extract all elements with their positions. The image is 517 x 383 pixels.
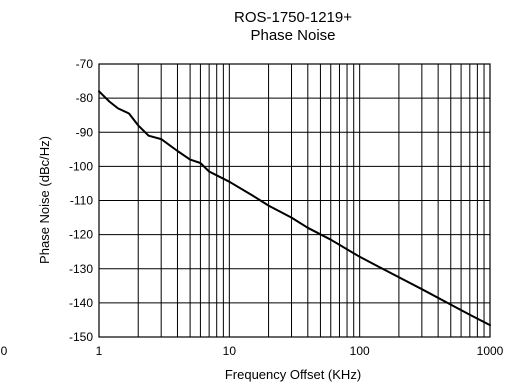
y-tick-label: -140 xyxy=(69,296,93,310)
y-tick-label: -150 xyxy=(69,330,93,344)
y-tick-label: -130 xyxy=(69,262,93,276)
x-tick-label: 100 xyxy=(350,344,370,358)
x-tick-label: 10 xyxy=(223,344,237,358)
y-tick-label: -80 xyxy=(76,91,94,105)
chart-title: ROS-1750-1219+ xyxy=(234,9,352,26)
y-tick-label: -70 xyxy=(76,57,94,71)
series-layer xyxy=(98,90,491,327)
chart-subtitle: Phase Noise xyxy=(250,27,336,44)
plot-frame xyxy=(98,63,491,338)
y-tick-label: -110 xyxy=(70,194,93,208)
stray-zero-label: 0 xyxy=(1,344,8,358)
phase-noise-line xyxy=(98,90,491,327)
x-axis-label: Frequency Offset (KHz) xyxy=(225,367,361,382)
y-axis-label: Phase Noise (dBc/Hz) xyxy=(37,136,52,264)
x-tick-label: 1 xyxy=(96,344,103,358)
x-tick-label: 1000 xyxy=(477,344,504,358)
y-tick-label: -120 xyxy=(69,228,93,242)
y-tick-label: -90 xyxy=(76,125,94,139)
grid-layer xyxy=(98,63,491,338)
tick-label-layer: 1 10 100 1000 -70 -80 -90 -100 -110 -120 -130 -140 -… xyxy=(69,57,504,358)
y-tick-label: -100 xyxy=(69,159,93,173)
